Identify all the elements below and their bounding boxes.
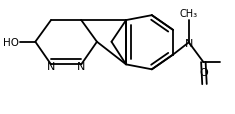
Text: N: N [47,61,55,71]
Text: HO: HO [3,37,19,47]
Text: N: N [185,39,193,49]
Text: CH₃: CH₃ [180,9,198,19]
Text: N: N [77,61,86,71]
Text: O: O [199,68,208,78]
